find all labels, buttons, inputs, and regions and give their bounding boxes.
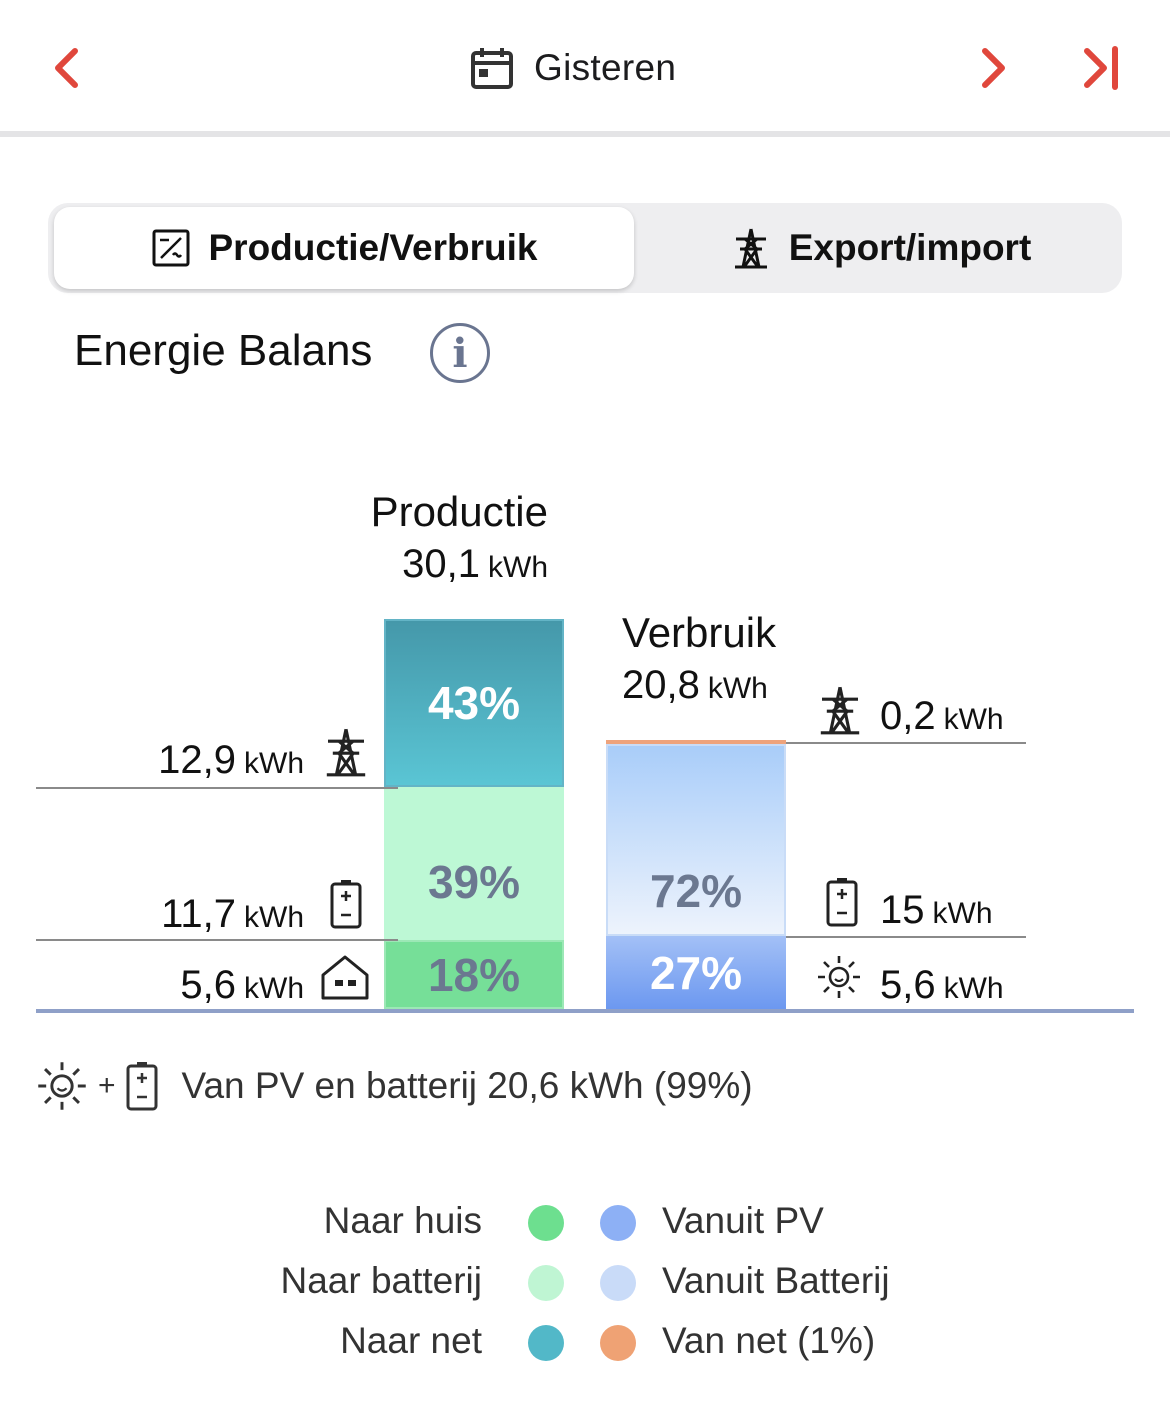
house-icon [321,955,369,1000]
battery-icon [330,880,362,929]
tab-productie-verbruik[interactable]: Productie/Verbruik [54,207,634,289]
value-number: 5,6 [180,963,236,1007]
segment-percent-label: 39% [427,856,521,908]
top-nav-bar: Gisteren [0,0,1170,137]
production-total-value: 30,1 [402,542,480,586]
segment-percent-label: 72% [649,865,743,917]
consumption-segment-from-pv: 27% [606,936,786,1009]
legend-label: Naar net [340,1320,482,1361]
value-number: 0,2 [880,694,936,738]
info-button[interactable]: i [430,323,490,383]
consumption-from-pv-value: 5,6 kWh [880,963,1004,1008]
legend-swatch [528,1325,564,1361]
legend-swatch [600,1265,636,1301]
consumption-bar: 72% 27% [606,740,786,1009]
plus-sign: + [98,1069,116,1102]
consumption-segment-from-battery: 72% [606,744,786,936]
segment-percent-label: 18% [427,948,521,1001]
production-title: Productie [370,488,548,535]
legend-swatch [600,1205,636,1241]
consumption-battery-divider [786,936,1026,938]
legend-swatch [528,1265,564,1301]
battery-icon [826,878,858,927]
skip-to-end-icon [1084,46,1118,90]
previous-day-button[interactable] [36,38,96,98]
tab-label: Export/import [788,227,1032,268]
value-number: 15 [880,888,925,932]
energy-balance-chart: Productie 30,1 kWh 43% 39% 18% 12,9 kWh 11… [0,420,1170,1020]
value-unit: kWh [943,703,1004,736]
power-pylon-icon [326,728,366,777]
value-unit: kWh [244,747,304,780]
self-sufficiency-summary: + Van PV en batterij 20,6 kWh (99%) [36,1060,753,1112]
calendar-icon [471,48,513,89]
jump-to-today-button[interactable] [1072,38,1132,98]
production-bar: 43% 39% 18% [384,619,564,1009]
section-title: Energie Balans [74,326,373,375]
value-unit: kWh [244,901,304,934]
legend-swatch [528,1205,564,1241]
tab-label: Productie/Verbruik [208,227,538,268]
consumption-from-battery-value: 15 kWh [880,888,993,933]
date-picker-button[interactable]: Gisteren [470,40,676,96]
power-pylon-icon [734,228,767,269]
production-grid-divider [36,787,398,789]
production-total-unit: kWh [488,551,548,584]
value-number: 12,9 [158,738,236,782]
info-icon: i [452,329,468,377]
legend-label: Van net (1%) [662,1320,876,1361]
value-unit: kWh [943,972,1004,1005]
legend-label: Naar huis [323,1200,482,1241]
sun-icon [38,1062,86,1110]
production-battery-divider [36,939,398,941]
production-total: 30,1 kWh [402,542,548,587]
battery-icon [126,1062,158,1111]
value-number: 11,7 [161,892,236,936]
production-segment-to-house: 18% [384,940,564,1009]
consumption-grid-divider [786,742,1026,744]
consumption-total-value: 20,8 [622,663,700,707]
consumption-segment-from-grid [606,740,786,744]
value-number: 5,6 [880,963,936,1007]
production-segment-to-grid: 43% [384,619,564,787]
legend-label: Vanuit PV [662,1200,824,1241]
tab-export-import[interactable]: Export/import [644,207,1118,289]
legend-label: Vanuit Batterij [662,1260,890,1301]
chart-baseline [36,1009,1134,1013]
consumption-total-unit: kWh [707,672,768,705]
production-to-house-value: 5,6 kWh [180,963,304,1008]
legend-label: Naar batterij [280,1260,482,1301]
legend-swatch [600,1325,636,1361]
segment-percent-label: 43% [427,677,521,729]
segment-percent-label: 27% [649,946,743,999]
consumption-total: 20,8 kWh [622,663,768,708]
production-to-battery-value: 11,7 kWh [161,892,304,937]
date-label: Gisteren [534,47,677,88]
power-pylon-icon [820,686,860,735]
production-segment-to-battery: 39% [384,787,564,940]
consumption-from-grid-value: 0,2 kWh [880,694,1004,739]
value-unit: kWh [244,972,304,1005]
next-day-button[interactable] [964,38,1024,98]
chevron-left-icon [55,48,78,88]
view-segmented-control: Productie/Verbruik Export/import [48,203,1122,293]
summary-text: Van PV en batterij 20,6 kWh (99%) [181,1065,753,1106]
chevron-right-icon [982,48,1005,88]
consumption-title: Verbruik [622,609,777,656]
value-unit: kWh [932,897,993,930]
sun-icon [818,956,860,998]
production-to-grid-value: 12,9 kWh [158,738,304,783]
inverter-icon [152,229,189,267]
